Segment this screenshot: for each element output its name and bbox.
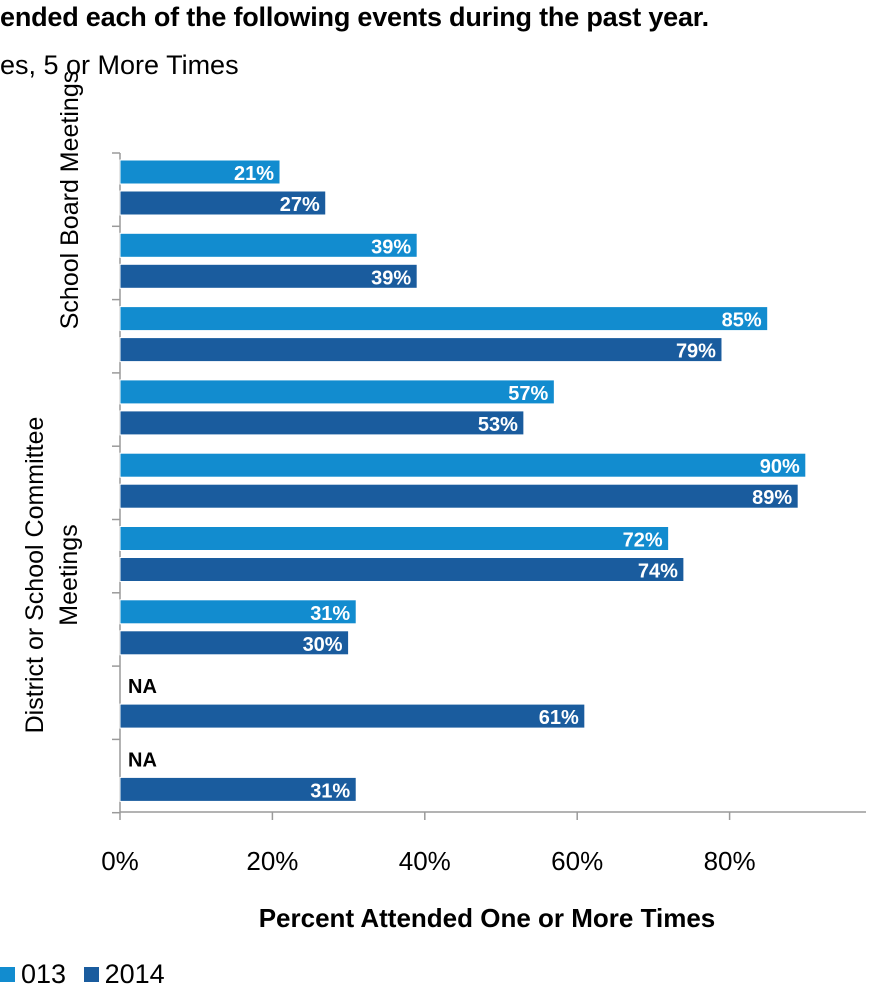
chart-title: ended each of the following events durin… bbox=[0, 2, 709, 32]
bar-2013 bbox=[119, 306, 769, 332]
bar-2014 bbox=[119, 190, 327, 216]
bar-2014 bbox=[119, 483, 799, 509]
data-label: 21% bbox=[234, 163, 274, 185]
data-label-na: NA bbox=[128, 749, 157, 771]
bar-2013 bbox=[119, 379, 555, 405]
data-label: 53% bbox=[478, 414, 518, 436]
bar-2014 bbox=[119, 410, 525, 436]
data-label: 30% bbox=[303, 634, 343, 656]
legend-label-2014: 2014 bbox=[104, 959, 165, 989]
x-axis-title: Percent Attended One or More Times bbox=[259, 903, 716, 933]
bar-2013 bbox=[119, 232, 418, 258]
data-label: 72% bbox=[623, 530, 663, 552]
legend-swatch-2013 bbox=[0, 967, 15, 982]
bar-2013 bbox=[119, 599, 357, 625]
legend-label-2013: 013 bbox=[21, 959, 67, 989]
data-label: 31% bbox=[310, 780, 350, 802]
legend-item-2013: 013 bbox=[0, 959, 66, 990]
bar-2013 bbox=[119, 526, 670, 551]
data-label: 39% bbox=[371, 236, 411, 258]
y-category-label-committee: District or School Committee Meetings bbox=[21, 416, 83, 734]
x-tick-label: 40% bbox=[399, 846, 451, 876]
bar-2013 bbox=[119, 452, 807, 478]
bar-2014 bbox=[119, 630, 350, 656]
data-label: 79% bbox=[676, 341, 716, 363]
data-label: 57% bbox=[508, 383, 548, 405]
x-tick-label: 60% bbox=[551, 846, 603, 876]
data-label-na: NA bbox=[128, 676, 157, 698]
bar-2014 bbox=[119, 337, 723, 363]
y-category-label-school-board: School Board Meetings bbox=[56, 70, 84, 330]
data-label: 27% bbox=[280, 194, 320, 216]
x-tick-label: 0% bbox=[101, 846, 139, 876]
chart-subtitle: es, 5 or More Times bbox=[0, 50, 239, 80]
bar-2013 bbox=[119, 159, 281, 185]
data-label: 90% bbox=[760, 456, 800, 478]
legend-swatch-2014 bbox=[83, 967, 99, 982]
data-label: 85% bbox=[722, 310, 762, 332]
data-label: 89% bbox=[752, 487, 792, 509]
data-label: 74% bbox=[638, 561, 678, 583]
bar-2014 bbox=[119, 703, 586, 729]
data-label: 31% bbox=[310, 603, 350, 625]
bar-2014 bbox=[119, 263, 418, 289]
bar-2014 bbox=[119, 776, 357, 802]
x-tick-label: 80% bbox=[704, 846, 756, 876]
data-label: 61% bbox=[539, 707, 579, 729]
legend: 013 2014 bbox=[0, 958, 175, 990]
data-label: 39% bbox=[371, 267, 411, 289]
bar-2014 bbox=[119, 557, 685, 582]
x-tick-label: 20% bbox=[246, 846, 298, 876]
legend-item-2014: 2014 bbox=[83, 959, 165, 990]
